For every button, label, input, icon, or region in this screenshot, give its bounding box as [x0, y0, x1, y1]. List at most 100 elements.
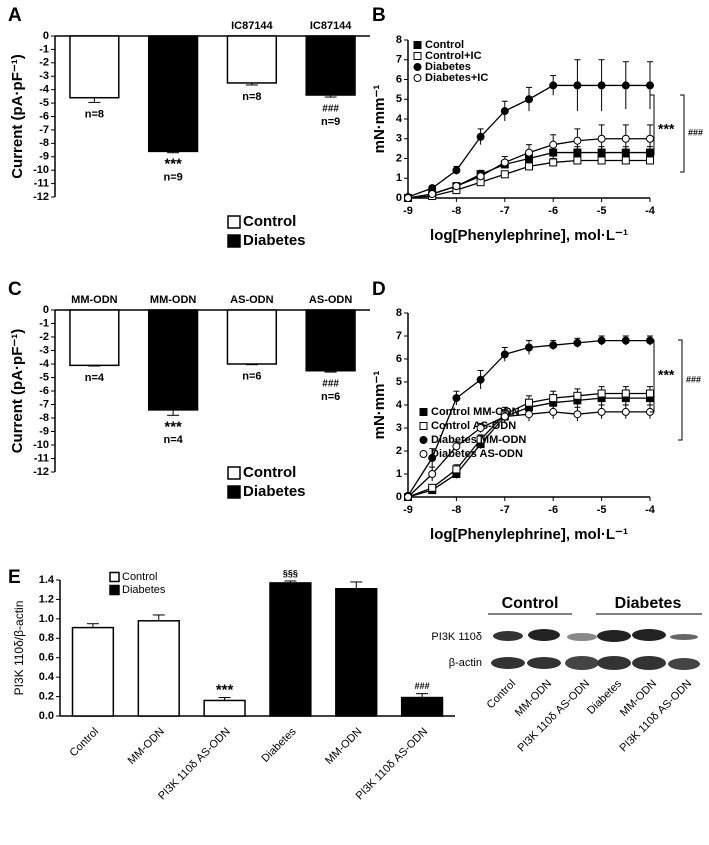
marker — [621, 407, 630, 416]
category-label: PI3K 110δ AS-ODN — [354, 726, 431, 803]
y-tick-label: -6 — [39, 110, 49, 122]
category-label: AS-ODN — [309, 294, 352, 306]
annotation: *** — [658, 367, 675, 383]
marker — [597, 134, 606, 143]
marker — [452, 442, 461, 451]
y-tick-label: -11 — [34, 177, 49, 189]
marker — [428, 483, 437, 492]
marker — [525, 162, 533, 171]
n-label: n=9 — [163, 172, 182, 184]
y-tick-label: 1.0 — [39, 613, 54, 625]
y-tick-label: -7 — [39, 124, 49, 136]
marker — [525, 148, 533, 157]
annotation: §§§ — [283, 568, 298, 578]
n-label: n=8 — [85, 108, 104, 120]
y-tick-label: -1 — [39, 317, 49, 329]
band — [668, 658, 700, 670]
marker — [476, 132, 485, 141]
marker — [452, 465, 461, 474]
legend-swatch — [109, 584, 120, 596]
bar — [203, 699, 246, 717]
bar — [226, 35, 278, 84]
blot-bands — [488, 613, 702, 670]
legend-marker — [419, 450, 428, 458]
y-tick-label: 7 — [396, 54, 402, 66]
y-tick-label: 0 — [43, 30, 49, 42]
y-tick-label: -4 — [39, 84, 50, 96]
band — [632, 629, 666, 641]
marker — [476, 375, 485, 384]
y-tick-label: -10 — [33, 439, 49, 451]
marker — [573, 338, 582, 347]
legend-marker — [419, 436, 428, 444]
marker — [428, 190, 437, 199]
annotation: ### — [688, 127, 703, 137]
band — [491, 657, 525, 669]
marker — [573, 410, 582, 419]
bar — [71, 626, 115, 717]
legend-label: Diabetes — [243, 483, 306, 500]
bar — [305, 35, 356, 96]
x-tick-label: -5 — [597, 504, 607, 516]
bracket — [678, 339, 683, 441]
marker — [500, 412, 509, 421]
y-tick-label: 5 — [396, 93, 402, 105]
category-label: MM-ODN — [71, 294, 117, 306]
legend-label: Diabetes+IC — [425, 72, 488, 84]
marker — [500, 170, 509, 179]
x-tick-label: -7 — [500, 205, 510, 217]
panel-label: B — [372, 5, 386, 26]
marker — [500, 350, 509, 359]
marker — [404, 194, 412, 202]
y-tick-label: 1.2 — [39, 593, 54, 605]
category-label: IC87144 — [231, 20, 273, 32]
marker — [646, 336, 654, 345]
bracket — [650, 339, 655, 413]
marker — [597, 81, 606, 90]
bracket — [680, 94, 685, 173]
n-label: n=9 — [321, 116, 340, 128]
band — [670, 634, 698, 640]
bar — [147, 309, 199, 411]
y-tick-label: -2 — [39, 331, 49, 343]
legend-label: Diabetes — [243, 232, 306, 249]
y-tick-label: -4 — [39, 358, 50, 370]
x-tick-label: -9 — [403, 504, 413, 516]
y-axis-label: mN·mm⁻¹ — [371, 85, 388, 154]
y-tick-label: 2 — [396, 445, 402, 457]
marker — [646, 156, 654, 165]
bar — [305, 309, 356, 372]
legend-marker — [419, 408, 428, 416]
bar — [147, 35, 199, 153]
bracket — [650, 94, 655, 156]
band — [567, 633, 597, 641]
annotation: *** — [164, 418, 182, 435]
n-label: n=8 — [242, 91, 261, 103]
legend-marker — [413, 41, 422, 49]
category-label: IC87144 — [310, 20, 352, 32]
band — [527, 657, 561, 669]
marker — [573, 81, 582, 90]
x-tick-label: -6 — [548, 205, 558, 217]
y-tick-label: 0 — [43, 304, 49, 316]
category-label: AS-ODN — [230, 294, 273, 306]
category-label: MM-ODN — [323, 726, 364, 767]
bar — [69, 309, 120, 367]
marker — [646, 389, 654, 398]
y-axis-label: PI3K 110δ/β-actin — [12, 601, 26, 696]
y-tick-label: -10 — [33, 164, 49, 176]
marker — [549, 140, 558, 149]
band — [528, 629, 560, 641]
annotation: *** — [216, 682, 234, 699]
n-label: n=6 — [321, 391, 340, 403]
band — [632, 656, 666, 670]
y-axis-label: Current (pA·pF⁻¹) — [9, 329, 26, 454]
y-tick-label: -1 — [39, 43, 49, 55]
category-label: PI3K 110δ AS-ODN — [156, 726, 233, 803]
y-tick-label: 0.4 — [39, 671, 55, 683]
marker — [597, 336, 606, 345]
category-label: Diabetes — [259, 725, 299, 765]
legend-label: Control+IC — [425, 50, 482, 62]
y-tick-label: 0.2 — [39, 690, 54, 702]
marker — [525, 398, 533, 407]
